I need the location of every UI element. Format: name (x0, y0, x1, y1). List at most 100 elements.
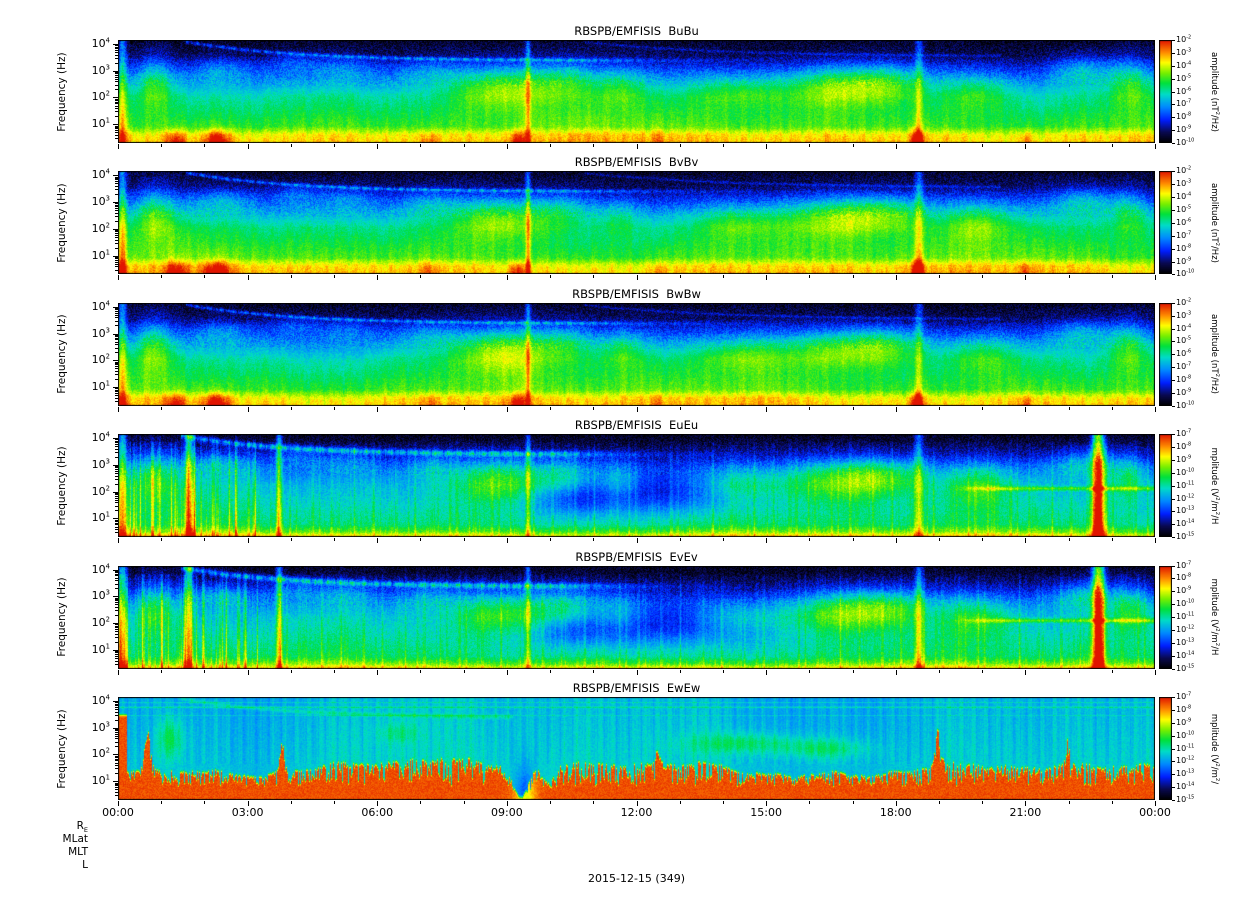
y-axis-label-EvEv: Frequency (Hz) (56, 577, 68, 657)
x-major-tick (1025, 144, 1026, 149)
colorbar-tick-label: 10-8 (1176, 441, 1192, 452)
x-tick-label: 09:00 (491, 806, 523, 819)
x-minor-tick (680, 801, 681, 804)
colorbar-tick (1172, 499, 1175, 500)
colorbar-title-EwEw: mplitude (V2/m2/ (1209, 713, 1220, 784)
x-minor-tick (334, 801, 335, 804)
x-minor-tick (464, 275, 465, 279)
y-minor-tick (115, 712, 118, 713)
y-minor-tick (115, 260, 118, 261)
y-minor-tick (115, 344, 118, 345)
colorbar-tick-label: 10-7 (1176, 428, 1192, 439)
y-major-tick (113, 570, 118, 571)
colorbar-tick (1172, 92, 1175, 93)
colorbar-tick (1172, 749, 1175, 750)
y-minor-tick (115, 656, 118, 657)
y-tick-label: 104 (91, 299, 110, 313)
y-minor-tick (115, 243, 118, 244)
y-minor-tick (115, 607, 118, 608)
y-minor-tick (115, 335, 118, 336)
y-major-tick (113, 175, 118, 176)
colorbar-tick (1172, 604, 1175, 605)
y-minor-tick (115, 599, 118, 600)
y-minor-tick (115, 85, 118, 86)
x-minor-tick (464, 538, 465, 542)
x-major-tick (637, 801, 638, 806)
y-minor-tick (115, 89, 118, 90)
colorbar-tick (1172, 524, 1175, 525)
y-minor-tick (115, 521, 118, 522)
y-minor-tick (115, 203, 118, 204)
x-major-tick (896, 538, 897, 544)
y-minor-tick (115, 379, 118, 380)
x-tick-label: 15:00 (750, 806, 782, 819)
y-minor-tick (115, 393, 118, 394)
y-minor-tick (115, 661, 118, 662)
y-minor-tick (115, 457, 118, 458)
x-tick-label: 00:00 (1139, 806, 1171, 819)
y-minor-tick (115, 449, 118, 450)
x-minor-tick (161, 538, 162, 542)
y-minor-tick (115, 600, 118, 601)
x-minor-tick (723, 144, 724, 147)
x-minor-tick (723, 801, 724, 804)
x-minor-tick (939, 669, 940, 673)
y-minor-tick (115, 102, 118, 103)
colorbar-tick (1172, 354, 1175, 355)
colorbar-tick-label: 10-11 (1176, 742, 1195, 753)
y-major-tick (113, 438, 118, 439)
y-minor-tick (115, 759, 118, 760)
y-minor-tick (115, 439, 118, 440)
y-minor-tick (115, 702, 118, 703)
colorbar-tick (1172, 774, 1175, 775)
y-minor-tick (115, 313, 118, 314)
y-tick-label: 104 (91, 693, 110, 707)
y-minor-tick (115, 571, 118, 572)
y-minor-tick (115, 338, 118, 339)
y-axis-label-BuBu: Frequency (Hz) (56, 51, 68, 132)
y-tick-label: 101 (91, 379, 110, 394)
y-minor-tick (115, 208, 118, 209)
colorbar-tick-label: 10-5 (1176, 335, 1192, 346)
spectrogram-canvas-EvEv (118, 565, 1155, 669)
y-minor-tick (115, 730, 118, 731)
x-minor-tick (420, 801, 421, 804)
x-minor-tick (853, 669, 854, 673)
colorbar-canvas-BuBu (1159, 40, 1172, 143)
x-minor-tick (291, 275, 292, 279)
x-minor-tick (204, 144, 205, 147)
spectrogram-canvas-EuEu (118, 434, 1155, 538)
y-minor-tick (115, 704, 118, 705)
x-minor-tick (939, 406, 940, 410)
x-minor-tick (464, 144, 465, 147)
y-minor-tick (115, 194, 118, 195)
y-minor-tick (115, 705, 118, 706)
ephemeris-label-MLT: MLT (68, 846, 88, 858)
x-minor-tick (204, 538, 205, 542)
y-minor-tick (115, 116, 118, 117)
x-major-tick (896, 669, 897, 675)
colorbar-tick-label: 10-14 (1176, 781, 1195, 792)
x-minor-tick (853, 406, 854, 410)
colorbar-tick (1172, 447, 1175, 448)
x-minor-tick (1112, 406, 1113, 410)
colorbar-tick-label: 10-8 (1176, 572, 1192, 583)
x-major-tick (766, 669, 767, 675)
x-major-tick (118, 144, 119, 149)
colorbar-tick-label: 10-9 (1176, 255, 1192, 266)
colorbar-tick (1172, 723, 1175, 724)
colorbar-tick-label: 10-3 (1176, 47, 1192, 57)
y-tick-label: 104 (91, 167, 110, 182)
x-minor-tick (809, 669, 810, 673)
y-minor-tick (115, 258, 118, 259)
colorbar-tick-label: 10-10 (1176, 137, 1195, 147)
y-minor-tick (115, 364, 118, 365)
y-minor-tick (115, 479, 118, 480)
y-tick-label: 104 (91, 36, 110, 50)
colorbar-tick (1172, 578, 1175, 579)
x-minor-tick (593, 538, 594, 542)
y-minor-tick (115, 390, 118, 391)
x-minor-tick (204, 275, 205, 279)
colorbar-tick-label: 10-4 (1176, 191, 1192, 202)
colorbar-tick (1172, 184, 1175, 185)
